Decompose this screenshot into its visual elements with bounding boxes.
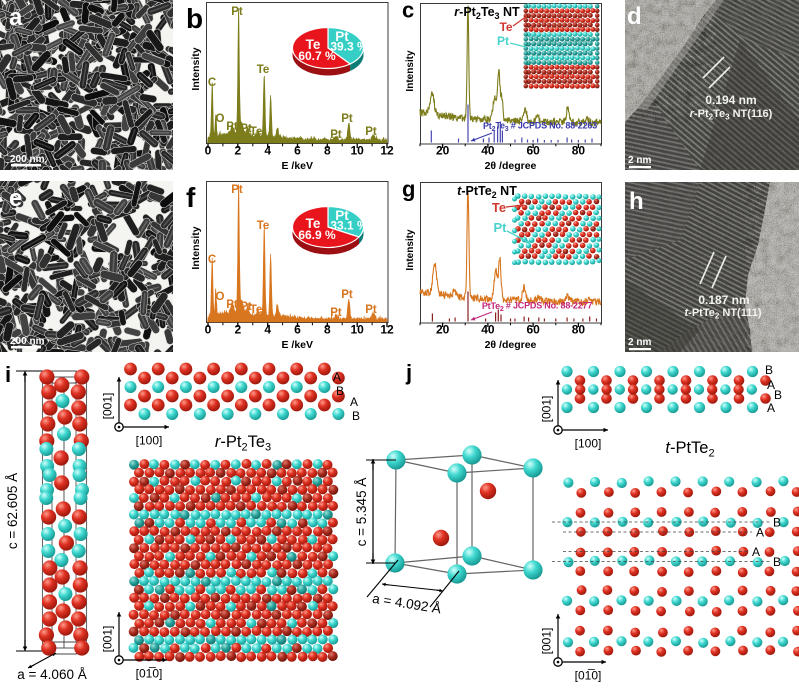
svg-text:[001]: [001]	[101, 393, 115, 420]
svg-text:10: 10	[350, 323, 364, 337]
svg-text:2θ /degree: 2θ /degree	[485, 160, 537, 172]
svg-text:f: f	[186, 182, 196, 213]
svg-text:Te: Te	[499, 20, 512, 34]
svg-text:40: 40	[481, 323, 495, 337]
svg-text:Pt: Pt	[365, 126, 377, 138]
svg-text:Intensity: Intensity	[190, 47, 202, 90]
svg-text:t-PtTe2: t-PtTe2	[665, 439, 714, 460]
svg-text:8: 8	[324, 144, 331, 158]
svg-text:6: 6	[294, 323, 301, 337]
svg-text:12: 12	[380, 144, 394, 158]
svg-text:O: O	[216, 113, 225, 125]
svg-text:Pt: Pt	[226, 299, 238, 311]
svg-text:0.187 nm: 0.187 nm	[698, 293, 749, 307]
svg-text:200 nm: 200 nm	[10, 336, 45, 347]
svg-text:Pt: Pt	[497, 34, 509, 48]
svg-text:4: 4	[264, 323, 271, 337]
svg-text:Intensity: Intensity	[405, 50, 416, 92]
svg-text:20: 20	[436, 144, 450, 158]
svg-text:[100]: [100]	[136, 434, 163, 448]
svg-text:d: d	[627, 3, 642, 30]
svg-text:r-Pt2Te3 NT: r-Pt2Te3 NT	[454, 5, 520, 21]
svg-text:39.3 %: 39.3 %	[330, 40, 368, 54]
svg-text:[01̅0]: [01̅0]	[136, 667, 163, 681]
svg-text:C: C	[208, 254, 216, 266]
svg-text:A: A	[333, 370, 341, 384]
svg-text:2 nm: 2 nm	[628, 155, 651, 166]
svg-text:0: 0	[205, 144, 212, 158]
svg-text:Te: Te	[257, 220, 270, 232]
svg-text:a: a	[9, 4, 23, 31]
svg-text:Te: Te	[250, 304, 263, 316]
svg-text:Pt: Pt	[231, 184, 243, 196]
svg-text:60: 60	[526, 144, 540, 158]
svg-text:e: e	[9, 185, 22, 212]
svg-text:60: 60	[526, 323, 540, 337]
svg-text:b: b	[186, 3, 203, 34]
svg-text:[100]: [100]	[575, 437, 602, 451]
svg-text:0: 0	[205, 323, 212, 337]
svg-text:A: A	[350, 395, 358, 409]
svg-text:C: C	[208, 77, 216, 89]
svg-text:2: 2	[234, 323, 241, 337]
svg-text:Pt: Pt	[231, 6, 243, 18]
svg-text:j: j	[405, 360, 412, 385]
svg-text:200 nm: 200 nm	[10, 154, 45, 165]
svg-text:r-Pt2Te3 NT(116): r-Pt2Te3 NT(116)	[690, 108, 773, 122]
svg-text:t-PtTe2 NT(111): t-PtTe2 NT(111)	[685, 307, 762, 321]
svg-text:Pt: Pt	[341, 289, 353, 301]
svg-text:Intensity: Intensity	[190, 226, 202, 269]
svg-text:Te: Te	[250, 126, 263, 138]
svg-text:c: c	[402, 0, 414, 23]
svg-text:A: A	[767, 401, 775, 415]
svg-text:h: h	[629, 188, 644, 215]
svg-text:B: B	[774, 388, 782, 402]
svg-text:A: A	[752, 545, 760, 559]
svg-text:4: 4	[264, 144, 271, 158]
svg-text:10: 10	[350, 144, 364, 158]
svg-text:O: O	[216, 291, 225, 303]
svg-text:a = 4.060 Å: a = 4.060 Å	[17, 667, 86, 682]
svg-text:[001]: [001]	[540, 628, 554, 655]
svg-text:33.1 %: 33.1 %	[330, 219, 368, 233]
svg-text:80: 80	[572, 144, 586, 158]
svg-text:80: 80	[572, 323, 586, 337]
svg-text:Te: Te	[257, 64, 270, 76]
svg-text:40: 40	[481, 144, 495, 158]
svg-text:B: B	[773, 516, 781, 530]
svg-text:Pt: Pt	[226, 121, 238, 133]
svg-text:Pt: Pt	[330, 307, 342, 319]
svg-text:B: B	[765, 363, 773, 377]
svg-text:6: 6	[294, 144, 301, 158]
svg-text:2: 2	[234, 144, 241, 158]
svg-text:12: 12	[380, 323, 394, 337]
svg-text:2θ /degree: 2θ /degree	[485, 339, 537, 351]
svg-text:[001]: [001]	[101, 626, 115, 653]
svg-text:Intensity: Intensity	[405, 229, 416, 271]
svg-text:20: 20	[436, 323, 450, 337]
svg-text:c = 62.605 Å: c = 62.605 Å	[5, 473, 20, 549]
svg-text:Pt: Pt	[330, 129, 342, 141]
svg-text:0.194 nm: 0.194 nm	[705, 93, 756, 107]
svg-text:Pt: Pt	[365, 304, 377, 316]
svg-text:t-PtTe2 NT: t-PtTe2 NT	[457, 184, 517, 200]
svg-text:i: i	[5, 362, 11, 387]
svg-text:B: B	[336, 384, 344, 398]
svg-text:[01̅0]: [01̅0]	[575, 669, 602, 683]
svg-text:B: B	[352, 409, 360, 423]
svg-text:c = 5.345 Å: c = 5.345 Å	[354, 478, 369, 547]
svg-text:B: B	[773, 555, 781, 569]
svg-text:Pt: Pt	[494, 220, 508, 235]
svg-text:Pt: Pt	[341, 113, 353, 125]
svg-text:g: g	[402, 177, 415, 202]
svg-text:[001]: [001]	[540, 396, 554, 423]
svg-text:E /keV: E /keV	[281, 160, 313, 172]
svg-text:8: 8	[324, 323, 331, 337]
svg-text:2 nm: 2 nm	[628, 337, 651, 348]
svg-text:E /keV: E /keV	[281, 339, 313, 351]
svg-text:A: A	[756, 526, 764, 540]
svg-text:Te: Te	[492, 200, 506, 215]
